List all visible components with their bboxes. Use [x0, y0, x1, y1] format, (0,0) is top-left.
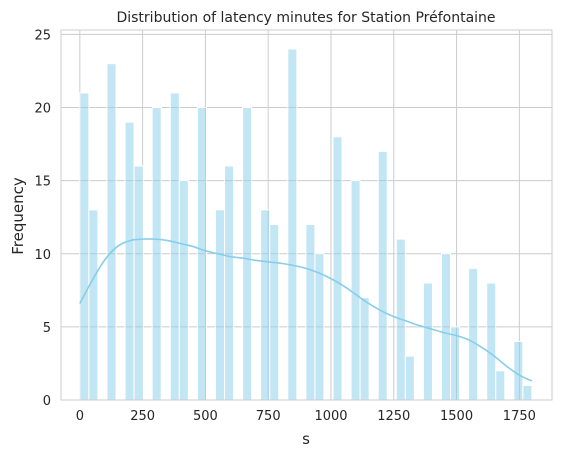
- histogram-bar: [270, 225, 279, 400]
- histogram-bar: [405, 356, 414, 400]
- histogram-bar: [487, 283, 496, 400]
- y-tick-label: 25: [34, 28, 51, 43]
- histogram-bar: [496, 371, 505, 400]
- histogram-bar: [333, 137, 342, 400]
- x-tick-label: 750: [256, 409, 281, 424]
- y-tick-label: 15: [34, 175, 51, 190]
- histogram-bar: [134, 166, 143, 400]
- histogram-bar: [179, 181, 188, 400]
- histogram-bar: [170, 93, 179, 400]
- x-axis-label: s: [302, 430, 310, 448]
- histogram-bar: [89, 210, 98, 400]
- histogram-bar: [360, 298, 369, 400]
- x-tick-label: 0: [76, 409, 84, 424]
- histogram-bar: [451, 327, 460, 400]
- x-tick-label: 500: [193, 409, 218, 424]
- histogram-bar: [243, 108, 252, 400]
- histogram-bar: [469, 268, 478, 400]
- histogram-bar: [152, 108, 161, 400]
- histogram-bar: [423, 283, 432, 400]
- histogram-bar: [224, 166, 233, 400]
- histogram-bar: [261, 210, 270, 400]
- histogram-bar: [215, 210, 224, 400]
- histogram-bar: [315, 254, 324, 400]
- histogram-bar: [125, 122, 134, 400]
- y-tick-label: 20: [34, 102, 51, 117]
- x-tick-label: 1750: [503, 409, 536, 424]
- histogram-bar: [378, 151, 387, 400]
- histogram-bar: [514, 342, 523, 400]
- x-tick-label: 1500: [440, 409, 473, 424]
- y-tick-label: 10: [34, 248, 51, 263]
- x-tick-label: 1000: [314, 409, 347, 424]
- y-tick-label: 0: [43, 394, 51, 409]
- histogram-bar: [306, 225, 315, 400]
- histogram-bar: [288, 49, 297, 400]
- histogram-bar: [197, 108, 206, 400]
- y-tick-label: 5: [43, 321, 51, 336]
- chart-title: Distribution of latency minutes for Stat…: [116, 10, 495, 26]
- x-tick-label: 1250: [377, 409, 410, 424]
- histogram-bar: [107, 64, 116, 400]
- y-axis-label: Frequency: [9, 177, 27, 255]
- x-tick-label: 250: [130, 409, 155, 424]
- histogram-bar: [80, 93, 89, 400]
- histogram-bar: [351, 181, 360, 400]
- histogram-bar: [441, 254, 450, 400]
- histogram-bar: [523, 385, 532, 400]
